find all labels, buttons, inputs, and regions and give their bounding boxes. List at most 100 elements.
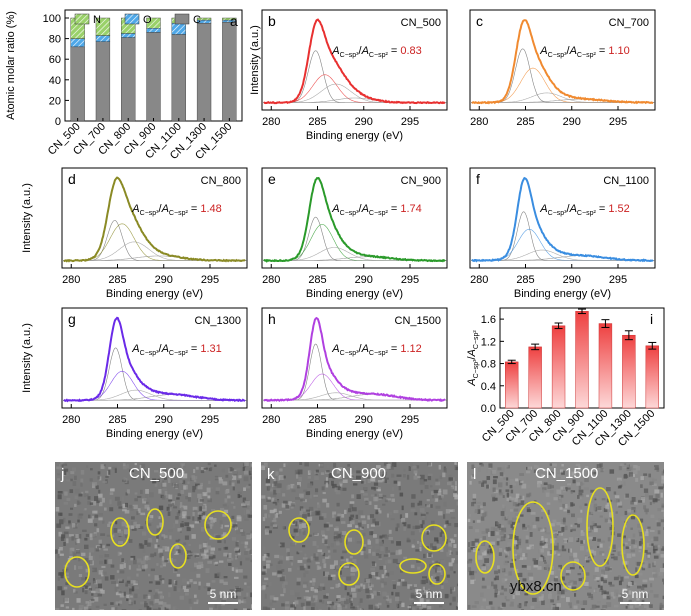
tem-grain <box>299 493 304 498</box>
tem-grain <box>262 585 266 590</box>
tem-grain <box>190 567 195 572</box>
tem-grain <box>570 529 573 533</box>
tem-grain <box>140 489 143 495</box>
tem-grain <box>177 549 181 554</box>
ratio-part: A <box>361 45 369 57</box>
tem-grain <box>429 580 433 585</box>
tem-grain <box>448 474 452 480</box>
tem-grain <box>540 554 543 557</box>
tem-grain <box>494 570 498 575</box>
tem-grain <box>510 563 514 568</box>
tem-grain <box>224 565 227 569</box>
tem-grain <box>492 487 496 492</box>
tem-grain <box>592 469 596 474</box>
tem-grain <box>499 531 505 536</box>
y-tick-label: 20 <box>49 95 61 107</box>
tem-grain <box>250 530 252 534</box>
tem-grain <box>133 521 137 527</box>
tem-grain <box>649 604 653 608</box>
plot-frame <box>61 167 248 269</box>
tem-grain <box>251 604 252 609</box>
tem-grain <box>161 536 164 540</box>
tem-grain <box>224 498 228 503</box>
tem-grain <box>74 523 78 526</box>
tem-grain <box>84 571 88 574</box>
tem-grain <box>435 478 439 484</box>
tem-grain <box>541 594 545 598</box>
tem-grain <box>402 581 407 587</box>
tem-grain <box>114 496 120 501</box>
tem-grain <box>593 471 599 475</box>
tem-grain <box>207 591 211 595</box>
tem-grain <box>298 514 302 519</box>
ratio-part: = <box>188 203 201 215</box>
tem-grain <box>421 579 426 585</box>
tem-grain <box>198 514 202 520</box>
tem-grain <box>119 593 124 598</box>
tem-grain <box>542 488 545 493</box>
tem-grain <box>595 605 600 608</box>
tem-grain <box>243 515 246 519</box>
tem-grain <box>84 508 87 511</box>
tem-grain <box>140 512 146 516</box>
tem-grain <box>176 512 181 516</box>
bar-segment-N <box>146 17 161 29</box>
y-tick-label: 100 <box>43 13 61 25</box>
tem-grain <box>613 499 619 503</box>
tem-grain <box>341 531 347 535</box>
tem-grain <box>357 520 361 523</box>
tem-grain <box>294 600 299 605</box>
tem-grain <box>476 519 481 523</box>
tem-grain <box>301 528 304 532</box>
tem-grain <box>336 569 340 572</box>
tem-grain <box>649 501 652 506</box>
tem-grain <box>303 606 306 610</box>
tem-grain <box>376 592 381 596</box>
tem-grain <box>550 570 554 575</box>
tem-grain <box>302 545 306 548</box>
tem-grain <box>56 523 62 528</box>
tem-grain <box>447 549 451 554</box>
tem-grain <box>342 604 346 607</box>
tem-grain <box>196 565 202 570</box>
tem-grain <box>338 481 343 485</box>
tem-grain <box>126 580 131 584</box>
tem-grain <box>584 585 589 590</box>
tem-grain <box>218 548 222 551</box>
panel-label: i <box>650 311 653 327</box>
tem-grain <box>426 512 429 515</box>
tem-grain <box>160 473 165 476</box>
tem-grain <box>591 497 595 500</box>
tem-grain <box>215 487 220 491</box>
tem-grain <box>266 553 270 557</box>
tem-grain <box>597 584 601 588</box>
tem-grain <box>579 495 582 500</box>
ratio-part: 1.10 <box>608 45 629 57</box>
tem-grain <box>368 604 373 610</box>
tem-grain <box>542 545 545 549</box>
tem-grain <box>273 478 276 482</box>
tem-grain <box>92 555 96 560</box>
tem-grain <box>626 467 632 471</box>
tem-grain <box>223 552 228 557</box>
tem-grain <box>327 550 331 553</box>
tem-grain <box>365 578 370 583</box>
tem-grain <box>437 511 443 516</box>
tem-grain <box>443 501 447 507</box>
tem-grain <box>643 473 648 476</box>
tem-grain <box>628 546 631 549</box>
tem-grain <box>373 606 378 610</box>
tem-grain <box>562 522 566 525</box>
tem-grain <box>187 481 190 484</box>
tem-grain <box>568 602 572 606</box>
tem-grain <box>512 483 517 486</box>
tem-grain <box>162 602 167 607</box>
tem-grain <box>172 558 177 562</box>
tem-grain <box>70 478 73 482</box>
tem-grain <box>144 540 148 545</box>
tem-grain <box>97 593 103 597</box>
tem-grain <box>185 496 189 500</box>
tem-grain <box>62 463 68 466</box>
tem-grain <box>413 598 417 603</box>
tem-grain <box>468 567 472 572</box>
